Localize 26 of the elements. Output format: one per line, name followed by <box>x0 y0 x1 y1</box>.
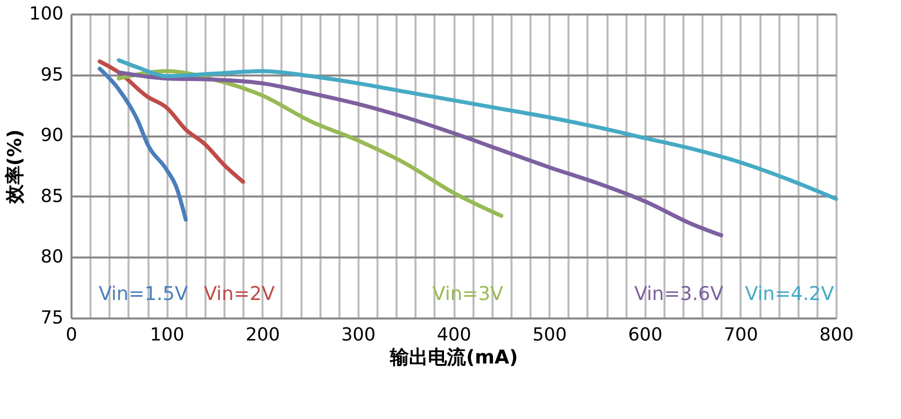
y-tick-label: 75 <box>40 308 64 328</box>
x-tick-label: 600 <box>628 324 662 346</box>
x-tick-label: 200 <box>246 324 280 346</box>
x-tick-label: 400 <box>436 324 472 346</box>
x-tick-label: 100 <box>150 324 184 346</box>
x-tick-label: 500 <box>532 324 567 346</box>
text: Vin=3V <box>432 283 504 305</box>
text: Vin=3.6V <box>634 283 724 305</box>
text: Vin=4.2V <box>744 283 834 305</box>
text: Vin=2V <box>204 283 275 305</box>
x-axis-title: 输出电流(mA) <box>389 346 518 368</box>
x-tick-label: 800 <box>819 324 854 346</box>
y-tick-label: 95 <box>40 64 64 86</box>
line-series <box>116 58 838 201</box>
line-series <box>116 70 724 238</box>
line-series <box>98 59 246 184</box>
text: Vin=1.5V <box>98 283 188 305</box>
x-tick-label: 700 <box>724 324 758 346</box>
x-tick-label: 300 <box>341 324 376 346</box>
y-tick-label: 85 <box>40 186 64 207</box>
y-axis-title: 效率(%) <box>4 129 26 205</box>
y-tick-label: 100 <box>29 4 64 24</box>
x-tick-label: 0 <box>66 324 78 346</box>
y-tick-label: 90 <box>40 125 64 146</box>
y-tick-label: 80 <box>40 246 64 268</box>
line-series <box>98 66 188 222</box>
